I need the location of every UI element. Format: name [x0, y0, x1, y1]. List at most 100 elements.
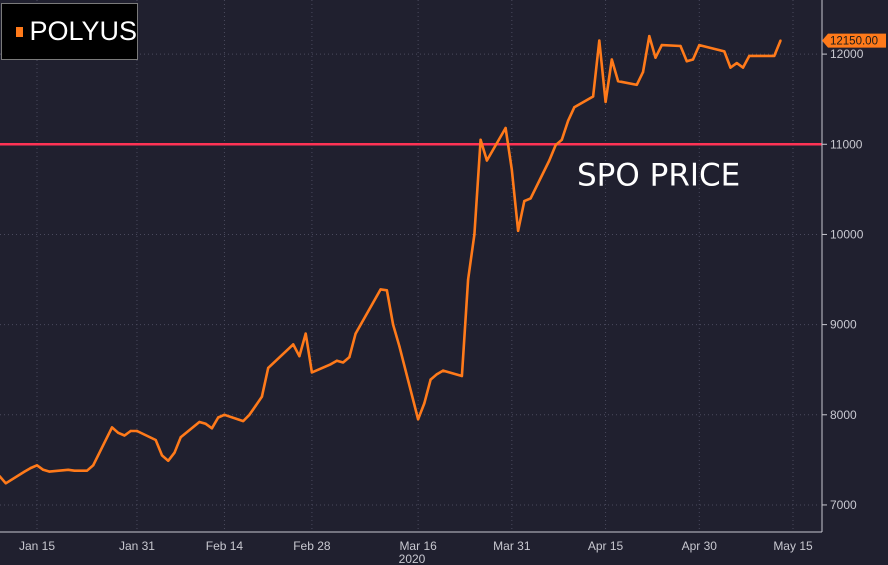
data-point: [435, 373, 439, 376]
data-point: [167, 459, 170, 462]
data-point: [416, 418, 420, 421]
data-point: [691, 58, 695, 61]
data-point: [385, 289, 389, 292]
data-point: [591, 95, 595, 98]
x-tick-label: Feb 14: [206, 539, 244, 553]
data-point: [379, 288, 382, 291]
data-point: [23, 470, 26, 473]
data-point: [523, 199, 526, 203]
data-point: [516, 229, 520, 233]
data-point: [266, 366, 270, 370]
x-tick-label: Feb 28: [293, 539, 331, 553]
data-point: [0, 474, 1, 478]
data-point: [598, 39, 601, 42]
data-point: [154, 438, 157, 442]
x-tick-label: Jan 15: [19, 539, 55, 553]
data-point: [429, 378, 432, 381]
data-point: [129, 429, 132, 433]
data-point: [473, 233, 476, 236]
data-point: [479, 138, 482, 141]
data-point: [423, 401, 426, 405]
data-point: [4, 482, 7, 485]
data-point: [335, 359, 339, 362]
data-point: [198, 420, 201, 424]
y-tick-label: 7000: [830, 498, 857, 512]
data-point: [160, 454, 164, 457]
x-tick-label: May 15: [773, 539, 813, 553]
data-point: [685, 60, 688, 63]
data-point: [354, 332, 357, 335]
data-point: [729, 66, 732, 69]
data-point: [260, 395, 264, 398]
data-point: [348, 355, 351, 359]
data-point: [510, 168, 514, 171]
data-point: [548, 159, 551, 162]
legend: POLYUS: [1, 3, 138, 60]
data-point: [460, 374, 464, 378]
data-point: [223, 413, 226, 416]
x-tick-label: Mar 16: [399, 539, 437, 553]
legend-swatch: [16, 26, 24, 37]
data-point: [635, 83, 639, 86]
data-point: [329, 363, 332, 366]
data-point: [29, 466, 32, 470]
last-value-label: 12150.00: [830, 36, 878, 48]
x-tick-label: Jan 31: [119, 539, 155, 553]
data-point: [48, 470, 51, 473]
data-point: [248, 413, 251, 416]
data-point: [654, 56, 657, 59]
data-point: [466, 278, 470, 281]
data-point: [504, 126, 507, 130]
data-point: [173, 451, 176, 454]
reference-layer: SPO PRICE: [0, 143, 822, 193]
data-point: [67, 468, 70, 471]
data-point: [241, 419, 245, 423]
data-point: [529, 197, 532, 200]
x-tick-label: Apr 15: [588, 539, 624, 553]
data-point: [254, 404, 257, 407]
data-point: [210, 427, 214, 430]
data-point: [441, 369, 445, 372]
series-line-0: [0, 34, 782, 485]
series-layer: [0, 34, 782, 485]
data-point: [604, 100, 607, 104]
data-point: [304, 332, 307, 335]
data-point: [485, 159, 489, 162]
x-axis-year-label: 2020: [399, 552, 426, 565]
data-point: [291, 343, 295, 346]
data-point: [741, 66, 745, 69]
data-point: [779, 39, 782, 42]
data-point: [566, 119, 570, 123]
data-point: [42, 468, 45, 471]
data-point: [79, 469, 82, 472]
x-tick-label: Mar 31: [493, 539, 531, 553]
data-point: [341, 361, 345, 364]
data-point: [398, 345, 401, 348]
data-point: [35, 464, 39, 467]
data-point: [616, 79, 620, 83]
data-point: [117, 431, 120, 435]
data-point: [735, 61, 738, 65]
data-point: [391, 323, 395, 326]
x-tick-label: Apr 30: [682, 539, 718, 553]
data-point: [310, 371, 314, 374]
data-point: [92, 464, 95, 467]
data-point: [560, 138, 564, 141]
data-point: [641, 70, 645, 74]
data-point: [773, 54, 776, 58]
data-point: [610, 58, 614, 61]
data-point: [573, 106, 576, 109]
data-point: [135, 429, 139, 433]
data-point: [660, 43, 663, 47]
y-tick-label: 10000: [830, 227, 864, 241]
data-point: [110, 426, 114, 429]
last-value-badge: [822, 33, 886, 48]
y-tick-label: 12000: [830, 47, 864, 61]
legend-label: POLYUS: [29, 16, 137, 46]
data-point: [723, 50, 726, 53]
data-point: [648, 34, 651, 38]
data-point: [73, 469, 76, 472]
